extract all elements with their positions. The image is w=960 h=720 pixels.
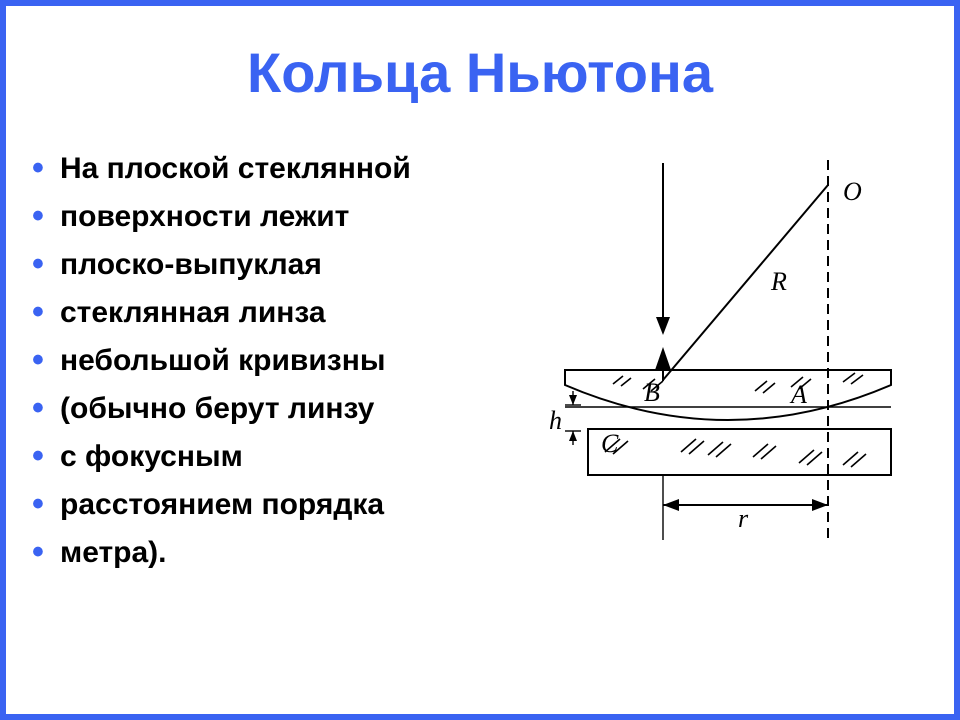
- bullet-item: поверхности лежит: [30, 193, 525, 241]
- diagram-container: O R: [525, 145, 930, 575]
- bullet-item: расстоянием порядка: [30, 481, 525, 529]
- arrow-up-icon: [655, 347, 671, 370]
- label-R: R: [770, 267, 787, 296]
- radius-line: [663, 185, 828, 380]
- slide-frame: Кольца Ньютона На плоской стеклянной пов…: [0, 0, 960, 720]
- bullet-item: плоско-выпуклая: [30, 241, 525, 289]
- diagram-strokes: O R: [549, 160, 891, 540]
- newton-rings-diagram: O R: [543, 145, 913, 575]
- arrow-down-icon: [656, 317, 670, 335]
- glass-plate: [588, 429, 891, 475]
- bullet-item: На плоской стеклянной: [30, 145, 525, 193]
- lens-outline: [565, 370, 891, 420]
- content-row: На плоской стеклянной поверхности лежит …: [30, 145, 930, 577]
- bullet-item: (обычно берут линзу: [30, 385, 525, 433]
- label-O: O: [843, 177, 862, 206]
- bullet-item: метра).: [30, 529, 525, 577]
- label-A: A: [789, 380, 807, 409]
- label-C: C: [601, 429, 619, 458]
- label-B: B: [644, 378, 660, 407]
- bullet-item: с фокусным: [30, 433, 525, 481]
- h-dimension: [565, 391, 581, 445]
- bullet-item: небольшой кривизны: [30, 337, 525, 385]
- bullet-list: На плоской стеклянной поверхности лежит …: [30, 145, 525, 577]
- slide-title: Кольца Ньютона: [30, 40, 930, 105]
- label-h: h: [549, 406, 562, 435]
- label-r: r: [738, 504, 749, 533]
- bullet-item: стеклянная линза: [30, 289, 525, 337]
